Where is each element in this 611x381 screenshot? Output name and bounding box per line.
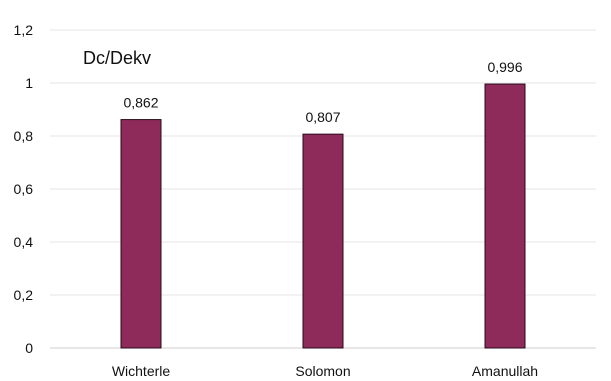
y-tick-label: 0,2 [14, 287, 34, 303]
y-tick-label: 1 [25, 75, 33, 91]
x-tick-label: Solomon [295, 363, 350, 379]
y-tick-label: 0 [25, 340, 33, 356]
bar-solomon [302, 133, 344, 349]
chart-title: Dc/Dekv [83, 48, 151, 68]
y-tick-label: 1,2 [14, 22, 34, 38]
x-tick-label: Amanullah [472, 363, 538, 379]
bar-wichterle [120, 119, 162, 349]
data-label: 0,862 [123, 95, 158, 111]
y-tick-label: 0,6 [14, 181, 34, 197]
bar-amanullah [484, 83, 526, 349]
data-label: 0,807 [305, 109, 340, 125]
bars [120, 83, 526, 349]
data-label: 0,996 [487, 59, 522, 75]
y-tick-label: 0,4 [14, 234, 34, 250]
x-tick-label: Wichterle [112, 363, 171, 379]
x-tick-labels: Wichterle Solomon Amanullah [112, 363, 538, 379]
y-tick-label: 0,8 [14, 128, 34, 144]
y-tick-labels: 0 0,2 0,4 0,6 0,8 1 1,2 [14, 22, 34, 356]
data-labels: 0,862 0,807 0,996 [123, 59, 522, 125]
